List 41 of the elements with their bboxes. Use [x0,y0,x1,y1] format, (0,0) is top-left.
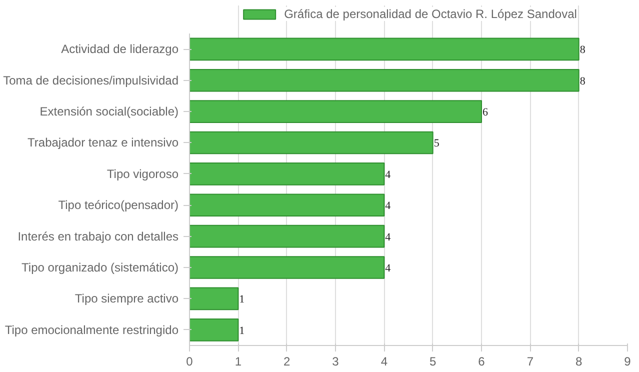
x-tick-label: 3 [332,354,340,368]
x-tick-label: 7 [526,354,534,368]
y-tick-label: Tipo organizado (sistemático) [22,260,179,275]
x-tick-label: 1 [234,354,242,368]
data-label: 4 [385,231,392,244]
y-tick-label: Actividad de liderazgo [61,42,179,56]
x-tick-label: 9 [624,354,632,368]
x-tick-label: 8 [575,354,582,368]
y-tick-label: Trabajador tenaz e intensivo [28,136,179,150]
data-label: 5 [434,138,440,150]
x-tick-label: 6 [478,354,486,368]
x-tick-label: 0 [186,354,194,368]
bar [190,162,385,186]
data-label: 6 [482,106,488,119]
y-tick-label: Extensión social(sociable) [40,104,179,119]
x-tick-label: 4 [380,354,388,368]
bar [190,318,239,342]
data-label: 4 [385,168,392,181]
bar [190,256,385,279]
y-tick-label: Tipo teórico(pensador) [58,198,179,212]
data-label: 1 [239,294,245,306]
legend-label: Gráfica de personalidad de Octavio R. López Sandoval [284,7,577,21]
data-label: 8 [580,75,586,88]
bar [190,68,580,92]
data-label: 4 [385,262,392,275]
bar [190,287,239,310]
bar [190,100,482,123]
y-tick-label: Tipo vigoroso [106,166,179,181]
data-label: 8 [580,44,586,56]
y-tick-label: Toma de decisiones/impulsividad [3,73,179,88]
bar [190,224,385,248]
data-label: 4 [385,200,392,212]
bar [190,38,580,61]
y-tick-label: Interés en trabajo con detalles [18,229,179,244]
x-tick-label: 5 [429,354,436,368]
bar [190,131,434,154]
y-tick-label: Tipo siempre activo [74,292,179,306]
data-label: 1 [239,324,245,337]
x-tick-label: 2 [283,354,290,368]
y-tick-label: Tipo emocionalmente restringido [4,322,179,337]
bar [190,194,385,217]
